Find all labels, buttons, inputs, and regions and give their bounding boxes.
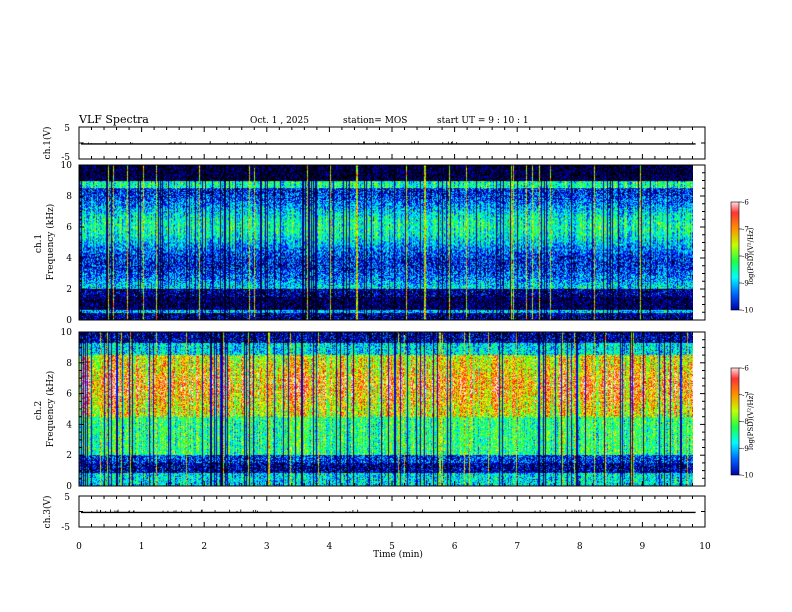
time-axis-tick-label: 0 (76, 542, 82, 552)
ch3-voltage-trace (79, 495, 705, 528)
colorbar-tick-label: -9 (742, 445, 749, 453)
frequency-tick-label: 10 (61, 328, 73, 338)
ch1-frequency-axis-title: Frequency (kHz) (45, 204, 56, 281)
colorbar-label: log(PSD)(V²/Hz) (747, 227, 755, 284)
ch1-channel-name: ch.1 (34, 234, 44, 253)
colorbar-tick-label: -7 (742, 226, 749, 234)
ch3-voltage-ytick-top: 5 (64, 493, 70, 503)
ch1-spectrogram-panel: 0 2 4 6 8 10 ch.1 Frequency (kHz) -6 -7 -8 -9 -10… (34, 161, 755, 326)
frequency-tick-label: 0 (66, 316, 72, 326)
ch2-frequency-axis-title: Frequency (kHz) (45, 371, 56, 448)
time-axis-tick-label: 5 (389, 542, 395, 552)
time-axis-tick-label: 1 (139, 542, 145, 552)
ch1-voltage-ylabel: ch.1(V) (42, 127, 53, 160)
colorbar-tick-label: -8 (742, 253, 749, 261)
ch2-channel-label: ch.2 Frequency (kHz) (34, 371, 56, 448)
ch2-channel-name: ch.2 (34, 401, 44, 420)
figure-title: VLF Spectra (78, 113, 149, 126)
ch2-frequency-yticks: 0 2 4 6 8 10 (61, 328, 705, 492)
frequency-tick-label: 6 (66, 223, 72, 233)
header-station: station= MOS (343, 116, 407, 126)
frequency-tick-label: 4 (66, 420, 72, 430)
colorbar-label: log(PSD)(V²/Hz) (747, 393, 755, 450)
colorbar-tick-label: -10 (742, 472, 753, 480)
ch1-voltage-ytick-bottom: -5 (61, 153, 70, 163)
ch1-voltage-ytick-top: 5 (64, 124, 70, 134)
frequency-tick-label: 10 (61, 161, 73, 171)
time-axis-tick-label: 4 (327, 542, 333, 552)
colorbar-tick-label: -6 (742, 365, 749, 373)
time-axis-tick-labels: 0 1 2 3 4 5 6 7 8 9 10 (76, 542, 711, 552)
frequency-tick-label: 0 (66, 482, 72, 492)
frequency-tick-label: 6 (66, 390, 72, 400)
time-axis-tick-label: 7 (514, 542, 520, 552)
ch3-voltage-ytick-bottom: -5 (61, 523, 70, 533)
ch3-voltage-ylabel: ch.3(V) (42, 496, 53, 529)
ch1-frequency-yticks: 0 2 4 6 8 10 (61, 161, 705, 326)
ch1-channel-label: ch.1 Frequency (kHz) (34, 204, 56, 281)
ch1-colorbar: -6 -7 -8 -9 -10 log(PSD)(V²/Hz) (730, 199, 755, 315)
time-axis-tick-label: 8 (577, 542, 583, 552)
ch2-colorbar: -6 -7 -8 -9 -10 log(PSD)(V²/Hz) (730, 365, 755, 480)
time-axis-tick-label: 10 (699, 542, 711, 552)
time-axis-tick-label: 3 (264, 542, 270, 552)
time-axis-tick-label: 2 (201, 542, 207, 552)
colorbar-tick-label: -9 (742, 280, 749, 288)
header-start-ut: start UT = 9 : 10 : 1 (437, 116, 529, 126)
ch2-spectrogram-heatmap (79, 332, 693, 486)
frequency-tick-label: 4 (66, 254, 72, 264)
colorbar-tick-label: -8 (742, 418, 749, 426)
time-axis-label: Time (min) (373, 549, 423, 560)
time-axis-tick-label: 6 (452, 542, 458, 552)
colorbar-tick-label: -6 (742, 199, 749, 207)
frequency-tick-label: 2 (66, 285, 72, 295)
time-axis-ticks (78, 127, 706, 527)
colorbar-gradient-bar (731, 202, 739, 310)
ch1-spectrogram-heatmap (79, 165, 693, 320)
ch2-spectrogram-panel: 0 2 4 6 8 10 ch.2 Frequency (kHz) -6 -7 -8 -9 -10… (34, 328, 755, 492)
time-axis-tick-label: 9 (640, 542, 646, 552)
colorbar-gradient-bar (731, 368, 739, 475)
frequency-tick-label: 8 (66, 359, 72, 369)
frequency-tick-label: 8 (66, 192, 72, 202)
ch1-voltage-trace (79, 126, 705, 160)
header-date: Oct. 1 , 2025 (250, 116, 309, 126)
colorbar-tick-label: -7 (742, 391, 749, 399)
frequency-tick-label: 2 (66, 451, 72, 461)
colorbar-tick-label: -10 (742, 307, 753, 315)
